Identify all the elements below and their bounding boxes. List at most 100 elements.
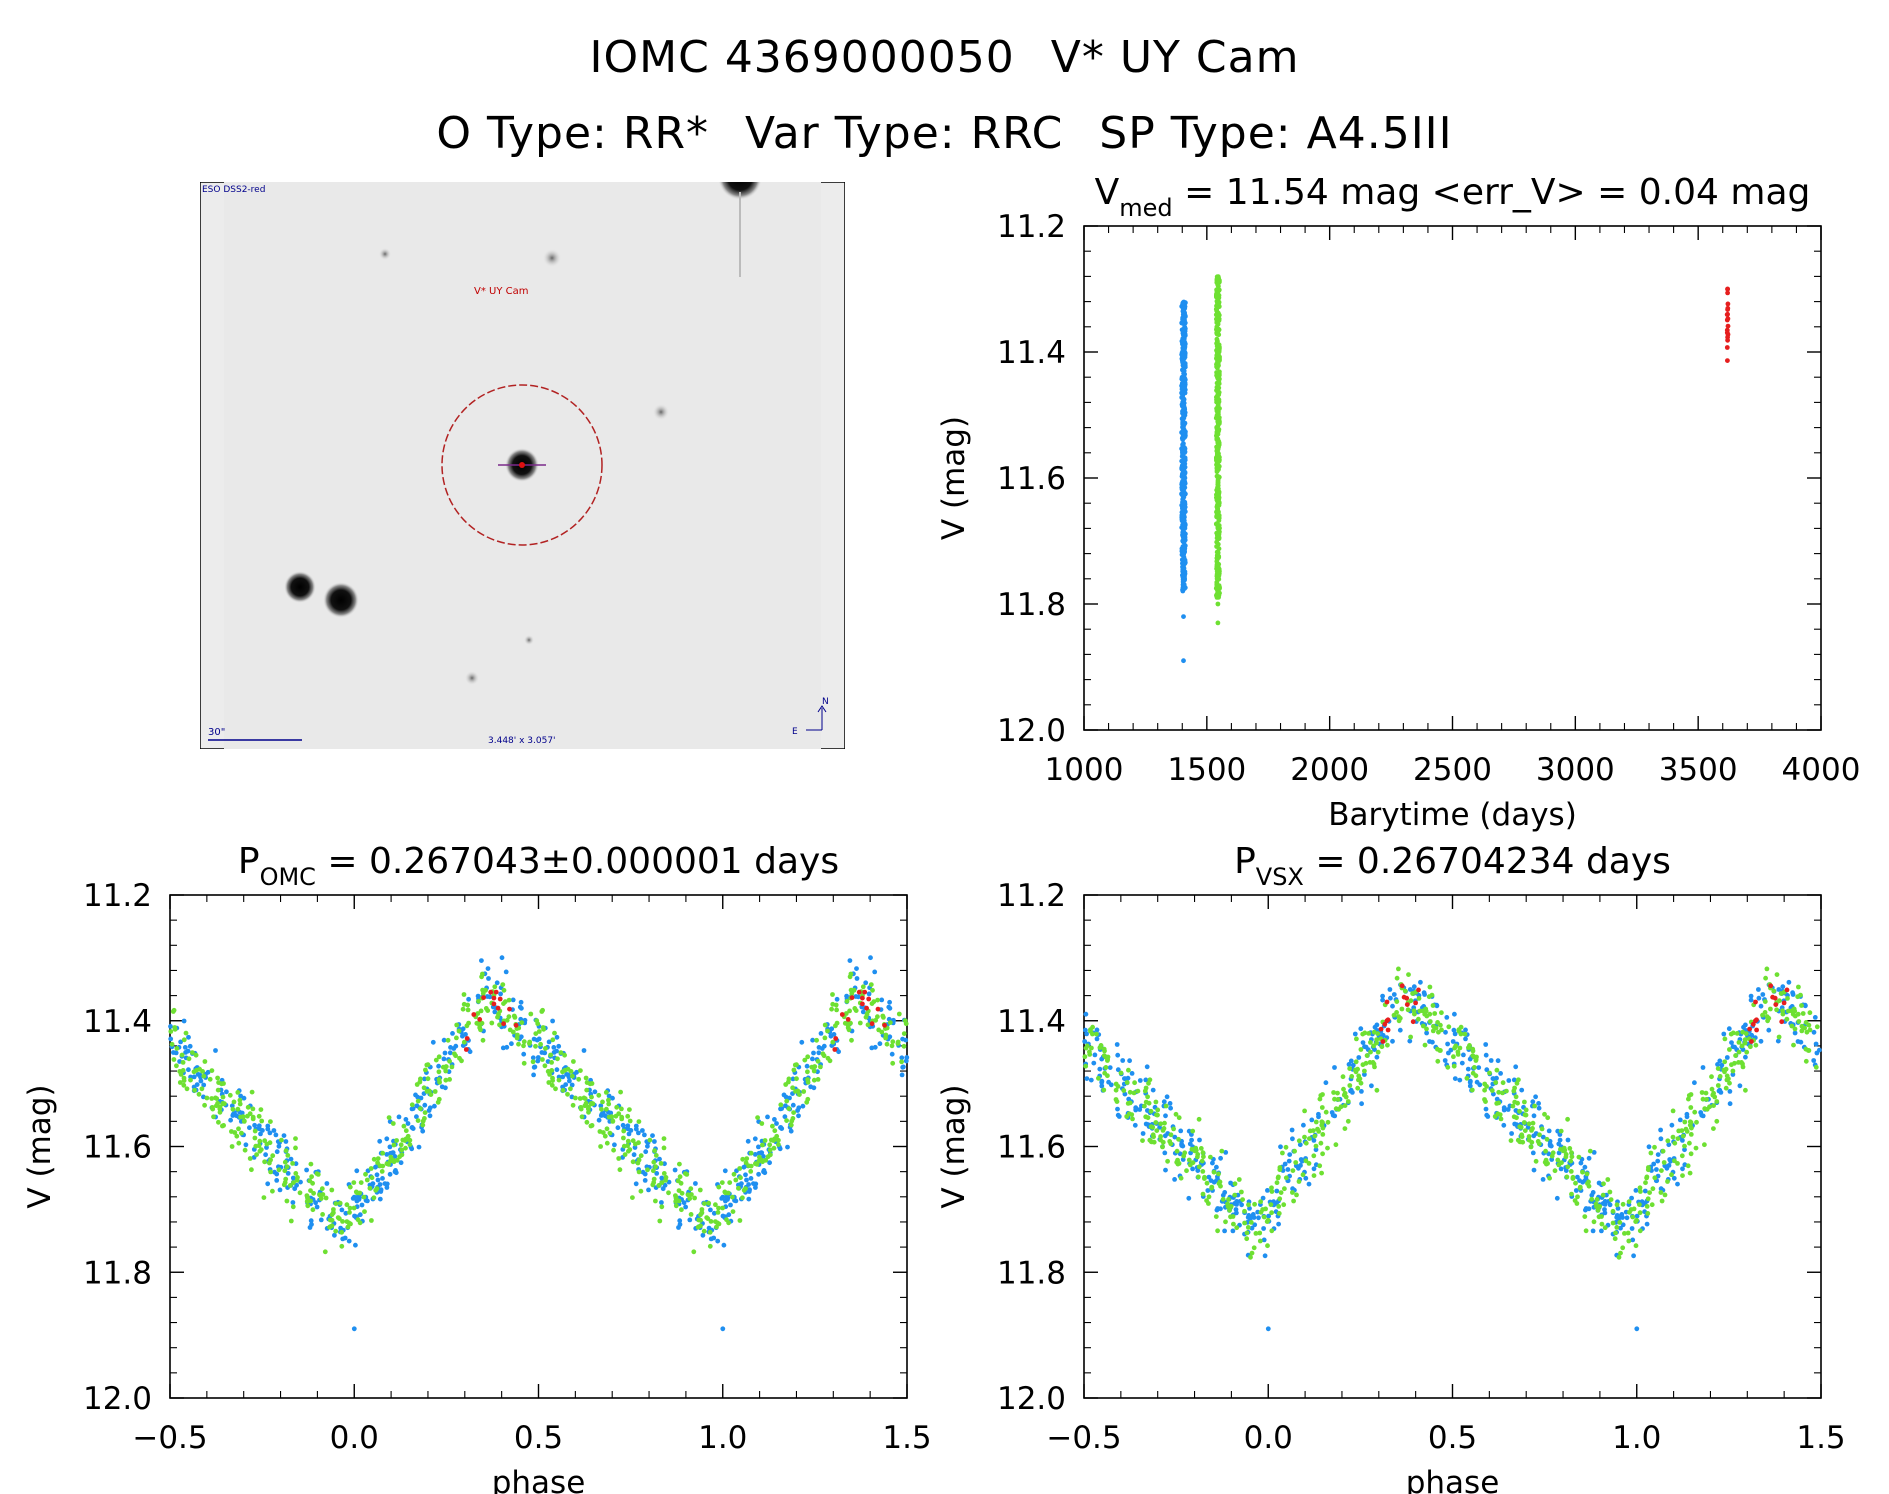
y-tick-label: 11.4 <box>83 1004 152 1040</box>
data-point-series_1 <box>171 1050 176 1055</box>
data-point-series_2 <box>1332 1096 1337 1102</box>
data-point-series_2 <box>178 1072 184 1077</box>
data-point-series_2 <box>901 1031 907 1036</box>
data-point-series_2 <box>304 1193 310 1198</box>
data-point-series_3 <box>1724 317 1730 323</box>
data-point-series_2 <box>253 1143 259 1149</box>
data-point-series_1 <box>751 1181 756 1186</box>
data-point-series_2 <box>1248 1254 1253 1260</box>
data-point-series_2 <box>1682 1143 1687 1149</box>
data-point-series_2 <box>1803 1058 1809 1064</box>
data-point-series_2 <box>1647 1190 1652 1195</box>
data-point-series_2 <box>1659 1168 1664 1173</box>
data-point-series_1 <box>418 1095 424 1101</box>
data-point-series_2 <box>1127 1100 1133 1106</box>
data-point-series_2 <box>1572 1198 1578 1203</box>
data-point-series_2 <box>310 1207 316 1213</box>
data-point-series_1 <box>539 1050 545 1055</box>
data-point-series_1 <box>1511 1077 1517 1083</box>
data-point-series_1 <box>1721 1031 1727 1037</box>
data-point-series_1 <box>1614 1213 1620 1218</box>
data-point-series_2 <box>174 1063 179 1069</box>
data-point-series_1 <box>1180 386 1186 391</box>
data-point-series_2 <box>1168 1132 1174 1138</box>
data-point-series_1 <box>384 1185 390 1190</box>
data-point-series_2 <box>793 1089 798 1094</box>
data-point-series_2 <box>1613 1230 1618 1236</box>
data-point-series_2 <box>895 1039 901 1045</box>
y-tick-label: 11.2 <box>83 878 152 914</box>
data-point-series_2 <box>1482 1087 1487 1093</box>
data-point-series_1 <box>1359 1089 1364 1094</box>
data-point-series_2 <box>1347 1066 1353 1071</box>
data-point-series_2 <box>262 1159 267 1165</box>
data-point-series_2 <box>666 1190 671 1196</box>
data-point-series_2 <box>1799 1003 1804 1008</box>
data-point-series_2 <box>1215 330 1220 336</box>
data-point-series_2 <box>768 1152 773 1158</box>
data-point-series_2 <box>492 984 498 990</box>
data-point-series_2 <box>759 1121 765 1126</box>
data-point-series_2 <box>896 1011 902 1017</box>
data-point-series_2 <box>346 1220 352 1226</box>
data-point-series_2 <box>1338 1104 1344 1110</box>
data-point-series_2 <box>1088 1028 1093 1034</box>
data-point-series_2 <box>848 971 854 977</box>
data-point-series_2 <box>1187 1162 1193 1168</box>
data-point-series_1 <box>610 1095 615 1101</box>
data-point-series_2 <box>584 1080 590 1085</box>
data-point-series_1 <box>1501 1122 1507 1128</box>
data-point-series_1 <box>290 1175 296 1181</box>
data-point-series_1 <box>1813 1041 1819 1047</box>
data-point-series_2 <box>1508 1138 1514 1143</box>
data-point-series_1 <box>772 1117 777 1122</box>
data-point-series_2 <box>676 1198 682 1204</box>
y-tick-label: 11.8 <box>997 587 1066 623</box>
data-point-series_2 <box>1563 1154 1569 1160</box>
data-point-series_2 <box>1724 1073 1730 1079</box>
data-point-series_1 <box>708 1207 713 1213</box>
data-point-series_2 <box>1216 380 1221 385</box>
data-point-series_1 <box>615 1125 621 1131</box>
data-point-series_2 <box>368 1166 374 1171</box>
data-point-series_2 <box>1302 1108 1307 1114</box>
data-point-series_2 <box>1445 1064 1451 1070</box>
data-point-series_2 <box>805 1079 811 1085</box>
data-point-series_2 <box>651 1159 657 1165</box>
y-axis-label: V (mag) <box>936 416 972 540</box>
data-point-series_1 <box>1252 1222 1258 1228</box>
data-point-series_1 <box>556 1043 562 1049</box>
data-point-series_2 <box>720 1205 725 1211</box>
data-point-series_2 <box>1427 984 1433 990</box>
var-type: Var Type: RRC <box>745 108 1064 159</box>
data-point-series_1 <box>1488 1058 1494 1063</box>
data-point-series_2 <box>1680 1133 1686 1139</box>
data-point-series_3 <box>491 995 497 1001</box>
data-point-series_2 <box>786 1079 791 1085</box>
data-point-series_1 <box>1624 1215 1630 1221</box>
data-point-series_1 <box>569 1082 575 1088</box>
data-point-series_2 <box>1249 1250 1255 1256</box>
data-point-series_1 <box>1724 1055 1730 1060</box>
data-point-series_1 <box>900 1064 906 1070</box>
data-point-series_2 <box>1158 1121 1164 1127</box>
data-point-series_2 <box>535 1021 541 1027</box>
data-point-series_1 <box>460 1026 466 1032</box>
data-point-series_1 <box>283 1139 289 1144</box>
data-point-series_2 <box>1608 1197 1614 1202</box>
data-point-series_1 <box>660 1186 666 1192</box>
data-point-series_2 <box>177 1080 183 1085</box>
data-point-series_1 <box>535 1055 541 1060</box>
data-point-series_2 <box>1216 514 1222 519</box>
data-point-series_2 <box>679 1207 684 1213</box>
data-point-series_1 <box>1387 987 1393 992</box>
data-point-series_1 <box>1218 1155 1223 1161</box>
data-point-series_1 <box>531 1036 537 1042</box>
data-point-series_2 <box>1217 356 1222 362</box>
data-point-series_1 <box>1766 1027 1772 1033</box>
data-point-series_2 <box>1519 1132 1525 1138</box>
data-point-series_1 <box>1162 1150 1168 1156</box>
figure-title-line-1: IOMC 4369000050 V* UY Cam <box>0 32 1889 83</box>
data-point-series_2 <box>1709 1086 1715 1092</box>
data-point-series_2 <box>1168 1141 1174 1147</box>
